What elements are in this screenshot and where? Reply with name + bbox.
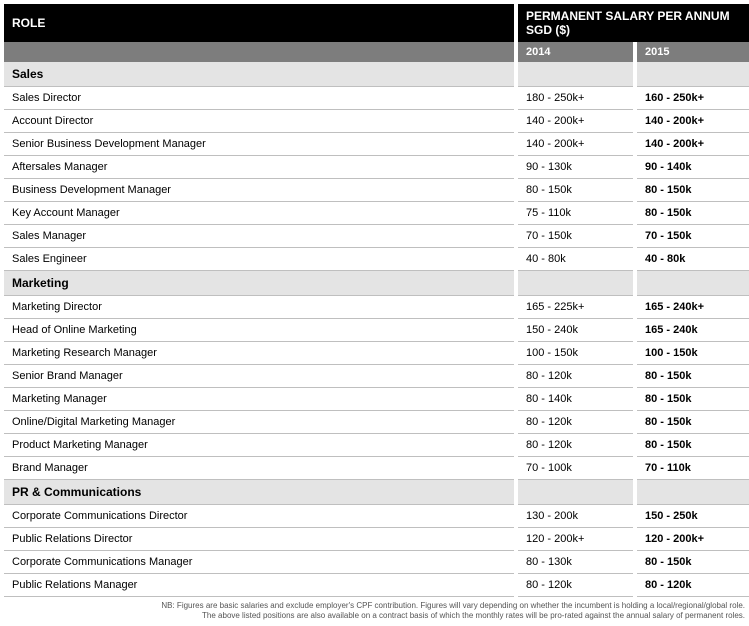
salary-2015-cell: 90 - 140k (637, 156, 749, 179)
header-salary: PERMANENT SALARY PER ANNUM SGD ($) (518, 4, 749, 42)
role-cell: Senior Business Development Manager (4, 133, 514, 156)
salary-2015-cell: 80 - 150k (637, 179, 749, 202)
section-title: Marketing (4, 271, 514, 296)
subheader-year1: 2014 (518, 42, 633, 62)
section-blank (518, 271, 633, 296)
table-row: Head of Online Marketing150 - 240k165 - … (4, 319, 749, 342)
table-row: Account Director140 - 200k+140 - 200k+ (4, 110, 749, 133)
section-blank (518, 480, 633, 505)
role-cell: Marketing Manager (4, 388, 514, 411)
role-cell: Sales Manager (4, 225, 514, 248)
table-row: Sales Director180 - 250k+160 - 250k+ (4, 87, 749, 110)
salary-2014-cell: 40 - 80k (518, 248, 633, 271)
section-blank (518, 62, 633, 87)
salary-2014-cell: 80 - 120k (518, 434, 633, 457)
salary-2014-cell: 150 - 240k (518, 319, 633, 342)
subheader-year2: 2015 (637, 42, 749, 62)
salary-2014-cell: 180 - 250k+ (518, 87, 633, 110)
table-row: Public Relations Manager80 - 120k80 - 12… (4, 574, 749, 597)
salary-2015-cell: 100 - 150k (637, 342, 749, 365)
section-blank (637, 271, 749, 296)
salary-2014-cell: 80 - 120k (518, 411, 633, 434)
role-cell: Online/Digital Marketing Manager (4, 411, 514, 434)
role-cell: Marketing Research Manager (4, 342, 514, 365)
salary-2015-cell: 80 - 150k (637, 202, 749, 225)
role-cell: Marketing Director (4, 296, 514, 319)
table-row: Aftersales Manager90 - 130k90 - 140k (4, 156, 749, 179)
salary-2015-cell: 140 - 200k+ (637, 110, 749, 133)
salary-2014-cell: 70 - 150k (518, 225, 633, 248)
role-cell: Brand Manager (4, 457, 514, 480)
table-row: Key Account Manager75 - 110k80 - 150k (4, 202, 749, 225)
role-cell: Account Director (4, 110, 514, 133)
salary-2015-cell: 150 - 250k (637, 505, 749, 528)
salary-2015-cell: 80 - 150k (637, 434, 749, 457)
salary-2015-cell: 40 - 80k (637, 248, 749, 271)
table-row: Corporate Communications Director130 - 2… (4, 505, 749, 528)
footnote: NB: Figures are basic salaries and exclu… (4, 597, 745, 622)
role-cell: Sales Director (4, 87, 514, 110)
table-row: Marketing Research Manager100 - 150k100 … (4, 342, 749, 365)
salary-2014-cell: 80 - 120k (518, 365, 633, 388)
salary-2015-cell: 70 - 150k (637, 225, 749, 248)
section-blank (637, 480, 749, 505)
salary-2015-cell: 70 - 110k (637, 457, 749, 480)
section-title: Sales (4, 62, 514, 87)
salary-2014-cell: 90 - 130k (518, 156, 633, 179)
salary-2014-cell: 140 - 200k+ (518, 133, 633, 156)
salary-2014-cell: 80 - 150k (518, 179, 633, 202)
role-cell: Head of Online Marketing (4, 319, 514, 342)
role-cell: Senior Brand Manager (4, 365, 514, 388)
table-row: Online/Digital Marketing Manager80 - 120… (4, 411, 749, 434)
role-cell: Key Account Manager (4, 202, 514, 225)
table-row: Marketing Manager80 - 140k80 - 150k (4, 388, 749, 411)
footnote-line: NB: Figures are basic salaries and exclu… (4, 601, 745, 611)
section-blank (637, 62, 749, 87)
salary-2015-cell: 165 - 240k (637, 319, 749, 342)
salary-2015-cell: 120 - 200k+ (637, 528, 749, 551)
table-row: Sales Engineer40 - 80k40 - 80k (4, 248, 749, 271)
salary-2015-cell: 140 - 200k+ (637, 133, 749, 156)
salary-2014-cell: 80 - 130k (518, 551, 633, 574)
table-row: Senior Business Development Manager140 -… (4, 133, 749, 156)
table-row: Brand Manager70 - 100k70 - 110k (4, 457, 749, 480)
salary-2015-cell: 80 - 120k (637, 574, 749, 597)
role-cell: Public Relations Director (4, 528, 514, 551)
salary-2015-cell: 80 - 150k (637, 551, 749, 574)
salary-2014-cell: 165 - 225k+ (518, 296, 633, 319)
salary-table: ROLEPERMANENT SALARY PER ANNUM SGD ($)20… (4, 4, 749, 597)
role-cell: Corporate Communications Manager (4, 551, 514, 574)
salary-2014-cell: 80 - 120k (518, 574, 633, 597)
table-row: Corporate Communications Manager80 - 130… (4, 551, 749, 574)
table-row: Senior Brand Manager80 - 120k80 - 150k (4, 365, 749, 388)
role-cell: Aftersales Manager (4, 156, 514, 179)
role-cell: Corporate Communications Director (4, 505, 514, 528)
role-cell: Business Development Manager (4, 179, 514, 202)
salary-2015-cell: 80 - 150k (637, 388, 749, 411)
footnote-line: The above listed positions are also avai… (4, 611, 745, 621)
table-row: Business Development Manager80 - 150k80 … (4, 179, 749, 202)
salary-2015-cell: 160 - 250k+ (637, 87, 749, 110)
table-row: Marketing Director165 - 225k+165 - 240k+ (4, 296, 749, 319)
salary-2014-cell: 100 - 150k (518, 342, 633, 365)
header-role: ROLE (4, 4, 514, 42)
salary-2014-cell: 140 - 200k+ (518, 110, 633, 133)
salary-2015-cell: 80 - 150k (637, 365, 749, 388)
table-row: Sales Manager70 - 150k70 - 150k (4, 225, 749, 248)
subheader-blank (4, 42, 514, 62)
salary-2014-cell: 70 - 100k (518, 457, 633, 480)
role-cell: Product Marketing Manager (4, 434, 514, 457)
table-row: Product Marketing Manager80 - 120k80 - 1… (4, 434, 749, 457)
role-cell: Sales Engineer (4, 248, 514, 271)
salary-2014-cell: 120 - 200k+ (518, 528, 633, 551)
table-row: Public Relations Director120 - 200k+120 … (4, 528, 749, 551)
salary-2014-cell: 75 - 110k (518, 202, 633, 225)
salary-2014-cell: 80 - 140k (518, 388, 633, 411)
salary-2015-cell: 80 - 150k (637, 411, 749, 434)
role-cell: Public Relations Manager (4, 574, 514, 597)
section-title: PR & Communications (4, 480, 514, 505)
salary-2014-cell: 130 - 200k (518, 505, 633, 528)
salary-2015-cell: 165 - 240k+ (637, 296, 749, 319)
